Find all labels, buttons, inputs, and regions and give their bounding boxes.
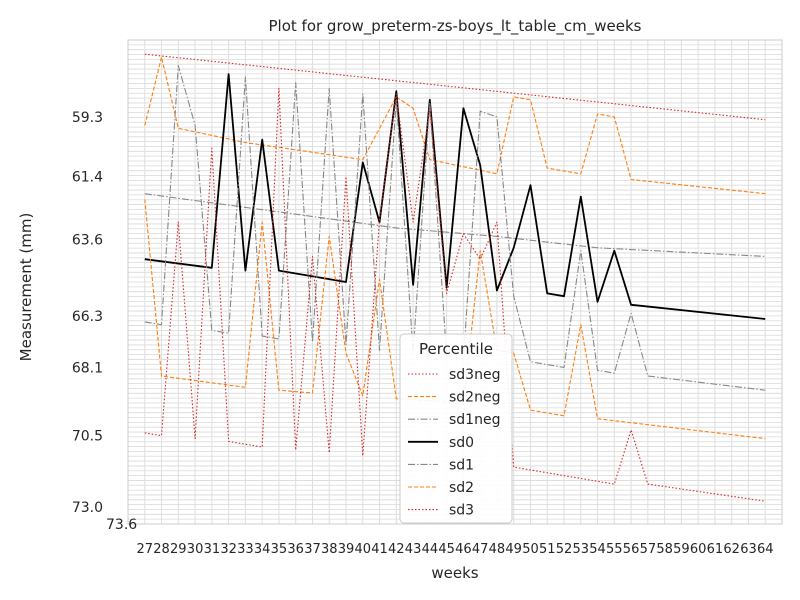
legend-label-sd1: sd1 [449,457,474,473]
x-tick-label: 27 [136,542,153,557]
x-tick-label: 57 [640,542,657,557]
x-tick-label: 64 [757,542,774,557]
x-tick-label: 39 [338,542,355,557]
x-tick-label: 41 [371,542,388,557]
x-tick-label: 59 [673,542,690,557]
y-tick-label: 63.6 [72,232,103,248]
x-tick-label: 63 [740,542,757,557]
x-tick-label: 34 [254,542,271,557]
x-tick-label: 54 [589,542,606,557]
y-tick-labels: 59.3 61.4 63.6 66.3 68.1 70.5 73.073.6 [72,110,137,533]
x-tick-label: 53 [572,542,589,557]
chart-title: Plot for grow_preterm-zs-boys_lt_table_c… [269,17,642,36]
y-tick-label: 61.4 [72,170,103,186]
x-tick-label: 35 [271,542,288,557]
x-tick-label: 49 [505,542,522,557]
series-line-sd1neg [144,193,766,257]
x-tick-label: 48 [489,542,506,557]
x-tick-label: 37 [304,542,321,557]
x-tick-label: 36 [287,542,304,557]
x-tick-label: 62 [723,542,740,557]
legend-label-sd1neg: sd1neg [449,412,500,428]
x-tick-label: 52 [556,542,573,557]
x-tick-label: 51 [539,542,556,557]
x-tick-label: 42 [388,542,405,557]
x-tick-label: 50 [522,542,539,557]
legend: Percentile sd3neg sd2neg sd1neg sd0 sd1 sd2 sd3 [399,333,513,524]
legend-box [399,333,513,524]
x-tick-label: 28 [153,542,170,557]
y-tick-label: 68.1 [72,360,103,376]
legend-label-sd0: sd0 [449,435,474,451]
series-layer [144,53,766,502]
legend-label-sd3neg: sd3neg [449,367,500,383]
x-tick-label: 43 [405,542,422,557]
y-tick-label: 70.5 [72,429,103,445]
y-tick-label: 73.6 [106,517,137,533]
y-tick-label: 73.0 [72,500,103,516]
x-tick-label: 32 [220,542,237,557]
x-tick-label: 47 [472,542,489,557]
legend-label-sd2: sd2 [449,480,474,496]
plot-frame [127,39,783,525]
x-tick-label: 31 [204,542,221,557]
x-tick-label: 46 [455,542,472,557]
series-line-sd3neg [144,53,766,121]
x-tick-label: 45 [438,542,455,557]
x-tick-labels: 27 28 29 30 31 32 33 34 35 36 37 38 39 40 41 42 43 44 45 46… [136,542,773,557]
x-tick-label: 29 [170,542,187,557]
x-tick-label: 60 [690,542,707,557]
legend-label-sd3: sd3 [449,503,474,519]
x-tick-label: 40 [354,542,371,557]
x-tick-label: 56 [623,542,640,557]
x-tick-label: 58 [656,542,673,557]
y-tick-label: 66.3 [72,309,103,325]
legend-title: Percentile [419,340,493,358]
x-tick-label: 30 [187,542,204,557]
y-axis-label: Measurement (mm) [17,213,35,362]
x-tick-label: 61 [707,542,724,557]
x-tick-label: 44 [422,542,439,557]
x-tick-label: 38 [321,542,338,557]
legend-label-sd2neg: sd2neg [449,390,500,406]
series-line-sd3 [144,87,766,502]
series-line-sd1 [144,65,766,391]
x-tick-label: 33 [237,542,254,557]
y-tick-label: 59.3 [72,110,103,126]
x-tick-label: 55 [606,542,623,557]
series-line-sd0 [144,73,766,320]
x-axis-label: weeks [431,564,478,582]
series-line-sd2 [144,199,766,440]
